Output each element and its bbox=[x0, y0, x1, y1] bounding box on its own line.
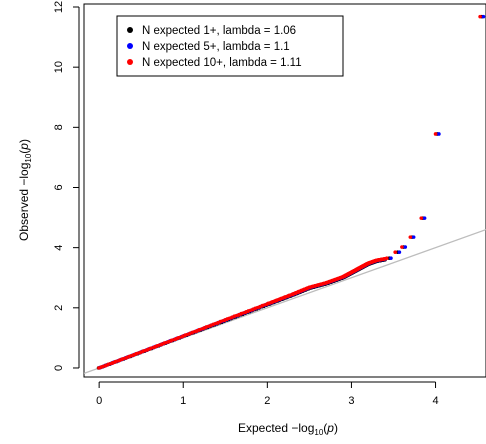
legend-marker-series-1 bbox=[127, 27, 133, 33]
y-tick-label: 2 bbox=[53, 305, 65, 311]
outlier-point bbox=[400, 245, 404, 249]
outlier-point bbox=[403, 245, 408, 249]
y-tick-label: 6 bbox=[53, 184, 65, 190]
outlier-point bbox=[478, 14, 482, 19]
legend-box bbox=[116, 15, 344, 77]
outlier-point bbox=[437, 132, 441, 136]
series-3 bbox=[97, 14, 482, 370]
plot-frame bbox=[83, 3, 486, 378]
y-tick-label: 8 bbox=[53, 124, 65, 130]
x-axis: 0 1 2 3 4 bbox=[96, 381, 439, 407]
legend: N expected 1+, lambda = 1.06 N expected … bbox=[116, 15, 344, 77]
outlier-point bbox=[419, 216, 424, 220]
y-tick-label: 0 bbox=[53, 365, 65, 371]
legend-marker-series-3 bbox=[127, 59, 133, 65]
x-tick-label: 3 bbox=[348, 395, 354, 407]
legend-label-series-1: N expected 1+, lambda = 1.06 bbox=[142, 25, 296, 37]
outlier-point bbox=[433, 132, 438, 136]
outlier-point bbox=[481, 14, 486, 19]
outlier-point bbox=[397, 250, 402, 254]
y-tick-label: 4 bbox=[53, 245, 65, 251]
x-tick-label: 1 bbox=[180, 395, 186, 407]
legend-label-series-3: N expected 10+, lambda = 1.11 bbox=[142, 57, 302, 69]
points-layer bbox=[96, 14, 486, 370]
x-axis-label: Expected −log10(p) bbox=[238, 421, 338, 437]
outlier-point bbox=[389, 256, 393, 260]
y-tick-label: 12 bbox=[53, 1, 65, 13]
outlier-point bbox=[384, 256, 389, 260]
legend-marker-series-2 bbox=[127, 43, 133, 49]
x-tick-label: 2 bbox=[264, 395, 270, 407]
y-tick-label: 10 bbox=[53, 61, 65, 73]
outlier-point bbox=[408, 235, 413, 239]
y-axis: 0 2 4 6 8 10 12 bbox=[53, 1, 80, 371]
outlier-point bbox=[393, 250, 397, 254]
legend-label-series-2: N expected 5+, lambda = 1.1 bbox=[142, 41, 290, 53]
outlier-point bbox=[422, 216, 427, 220]
x-tick-label: 4 bbox=[432, 395, 438, 407]
y-axis-label: Observed −log10(p) bbox=[17, 139, 33, 241]
x-tick-label: 0 bbox=[96, 395, 102, 407]
outlier-point bbox=[411, 235, 416, 239]
